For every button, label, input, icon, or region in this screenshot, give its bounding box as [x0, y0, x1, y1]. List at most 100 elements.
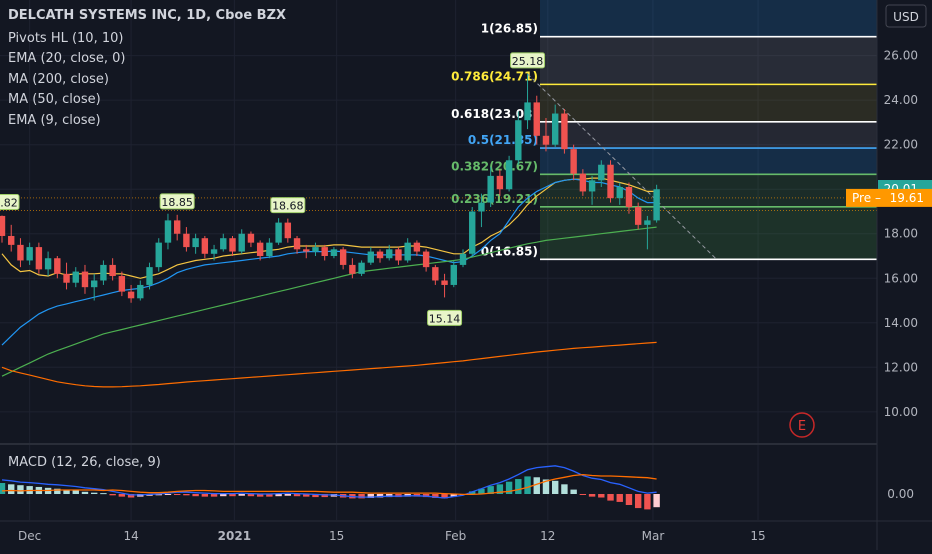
price-axis-tick: 24.00	[884, 93, 918, 107]
candle[interactable]	[54, 256, 61, 279]
earnings-marker-icon: E	[798, 419, 806, 434]
candle[interactable]	[35, 242, 43, 274]
candle[interactable]	[459, 249, 467, 268]
candle[interactable]	[137, 280, 144, 301]
candle[interactable]	[561, 109, 568, 154]
candle[interactable]	[210, 244, 218, 261]
candle[interactable]	[0, 215, 6, 243]
earnings-marker[interactable]: E	[789, 412, 815, 438]
candle[interactable]	[330, 247, 338, 259]
candle[interactable]	[247, 231, 255, 248]
candle[interactable]	[404, 238, 411, 263]
candle[interactable]	[542, 117, 550, 152]
candle[interactable]	[91, 273, 98, 301]
candle[interactable]	[109, 258, 116, 281]
candle[interactable]	[515, 111, 522, 165]
candle-body	[496, 175, 504, 190]
candle[interactable]	[339, 247, 347, 270]
candle[interactable]	[598, 160, 605, 187]
candles-layer[interactable]	[0, 73, 660, 303]
candle[interactable]	[127, 284, 135, 303]
macd-indicator-label[interactable]: MACD (12, 26, close, 9)	[8, 455, 161, 470]
candle[interactable]	[349, 258, 356, 279]
candle[interactable]	[173, 214, 181, 241]
indicator-pivots-label[interactable]: Pivots HL (10, 10)	[8, 31, 124, 46]
candle[interactable]	[312, 242, 319, 257]
fib-trend-line[interactable]	[527, 73, 717, 260]
currency-button[interactable]: USD	[885, 4, 927, 28]
candle[interactable]	[100, 260, 107, 285]
candle[interactable]	[321, 244, 328, 261]
macd-histogram-bar	[210, 494, 218, 497]
indicator-ema20-label[interactable]: EMA (20, close, 0)	[8, 51, 126, 66]
time-axis-tick: Feb	[445, 529, 466, 543]
candle[interactable]	[607, 160, 614, 203]
candle[interactable]	[552, 104, 559, 147]
candle-body	[100, 264, 107, 281]
candle[interactable]	[26, 242, 33, 265]
macd-histogram-bar	[201, 494, 209, 497]
candle[interactable]	[275, 218, 282, 245]
macd-histogram-bar	[634, 494, 642, 509]
candle[interactable]	[450, 260, 457, 288]
candle[interactable]	[524, 73, 531, 130]
candle[interactable]	[533, 95, 540, 145]
fib-retracement-layer[interactable]: 1(26.85) 0.786(24.71) 0.618(23.03) 0.5(21.8…	[0, 0, 877, 261]
price-axis-tick: 18.00	[884, 227, 918, 241]
candle-body	[469, 211, 476, 254]
candle[interactable]	[155, 238, 162, 272]
candle[interactable]	[395, 247, 402, 265]
candle[interactable]	[81, 264, 89, 294]
candle[interactable]	[496, 169, 504, 196]
candle[interactable]	[634, 202, 642, 230]
candle[interactable]	[238, 229, 245, 254]
candle[interactable]	[469, 207, 476, 257]
macd-pane[interactable]	[0, 443, 877, 510]
candle-body	[552, 113, 559, 145]
candle[interactable]	[413, 240, 421, 257]
candle[interactable]	[63, 262, 70, 290]
candle[interactable]	[44, 251, 52, 277]
candle[interactable]	[266, 238, 273, 259]
candle[interactable]	[17, 238, 24, 268]
candle[interactable]	[229, 235, 236, 257]
candle[interactable]	[201, 235, 209, 259]
candle[interactable]	[588, 175, 596, 205]
candle[interactable]	[183, 227, 190, 252]
candle-body	[266, 242, 273, 257]
indicator-ma50-label[interactable]: MA (50, close)	[8, 92, 101, 107]
candle[interactable]	[118, 271, 126, 297]
candle[interactable]	[164, 213, 172, 250]
candle[interactable]	[644, 215, 651, 250]
candle[interactable]	[293, 235, 301, 254]
indicator-ma200-label[interactable]: MA (200, close)	[8, 72, 109, 87]
candle[interactable]	[386, 244, 393, 261]
macd-histogram-bar	[293, 494, 301, 497]
candle[interactable]	[579, 169, 587, 196]
candle[interactable]	[192, 233, 199, 254]
pivot-label: 18.85	[159, 193, 195, 210]
candle[interactable]	[367, 247, 374, 265]
candle[interactable]	[487, 166, 494, 208]
candle[interactable]	[505, 155, 513, 192]
candle[interactable]	[284, 218, 292, 243]
candle[interactable]	[256, 240, 264, 261]
candle[interactable]	[220, 233, 227, 252]
candle[interactable]	[358, 260, 365, 277]
candle[interactable]	[625, 182, 633, 214]
candle[interactable]	[616, 182, 623, 205]
candle[interactable]	[441, 273, 448, 298]
candle[interactable]	[653, 184, 660, 223]
candle[interactable]	[376, 249, 384, 263]
indicator-ema9-label[interactable]: EMA (9, close)	[8, 113, 101, 128]
candle[interactable]	[303, 244, 310, 259]
macd-histogram-bar	[625, 494, 633, 505]
candle[interactable]	[478, 193, 485, 228]
candle[interactable]	[422, 249, 430, 272]
candle[interactable]	[146, 262, 153, 290]
candle[interactable]	[570, 144, 577, 181]
candle[interactable]	[8, 224, 15, 252]
candle[interactable]	[72, 267, 79, 288]
candle[interactable]	[432, 264, 439, 285]
